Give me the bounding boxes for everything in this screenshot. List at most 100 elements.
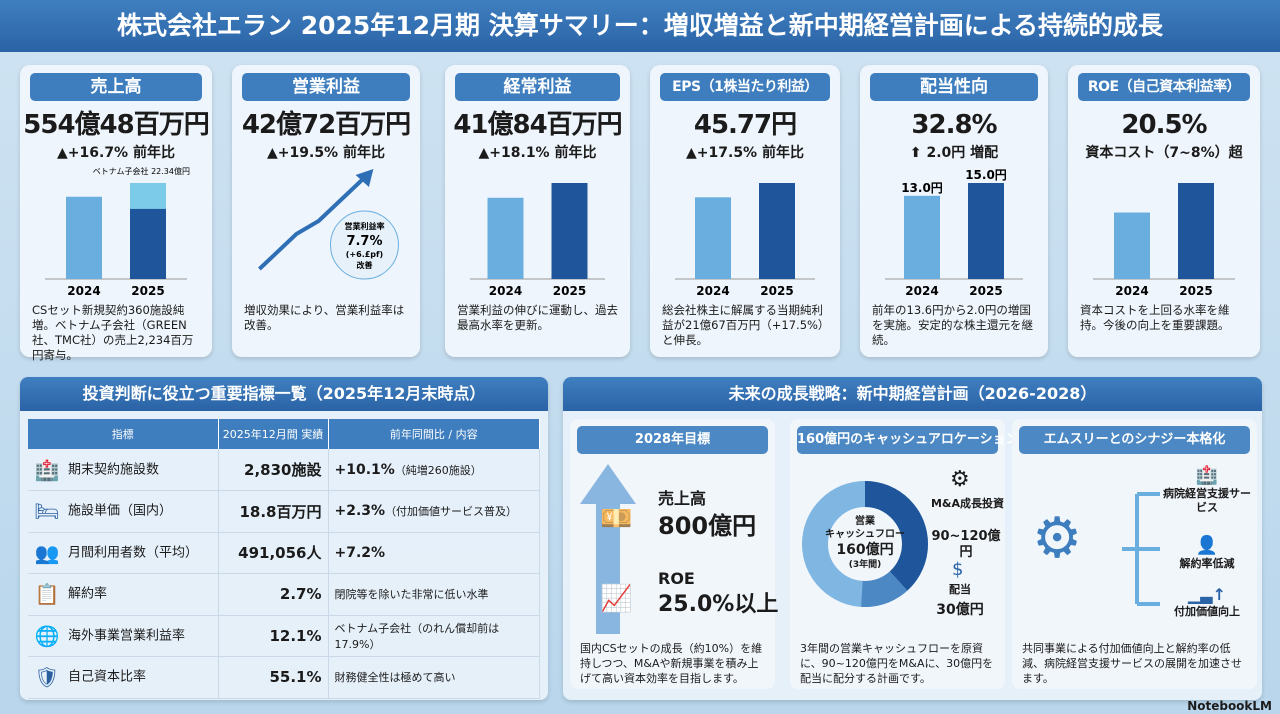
bar-2024 [1114, 212, 1150, 279]
bar-2024 [487, 197, 524, 279]
kpi-chart: 2024 2025 ベトナム子会社 22.34億円 [40, 165, 192, 299]
kpi-desc: CSセット新規契約360施設純増。ベトナム子会社（GREEN社、TMC社）の売上… [32, 303, 194, 362]
sales-target-value: 800億円 [658, 512, 757, 540]
page-title: 株式会社エラン 2025年12月期 決算サマリー：増収増益と新中期経営計画による… [0, 0, 1280, 52]
donut-center-value: 160億円 [836, 542, 894, 558]
indicator-name-cell: 🏥 期末契約施設数 [28, 449, 219, 491]
segment-label: ベトナム子会社 22.34億円 [93, 166, 190, 176]
x-tick-label: 2024 [489, 284, 522, 298]
margin-badge-text: 営業利益率 [344, 221, 384, 231]
col-header: 前年同間比 / 内容 [328, 419, 540, 449]
bar-2024 [66, 196, 102, 279]
indicator-detail-cell: ベトナム子会社（のれん償却前は17.9%） [328, 615, 540, 657]
col-header: 2025年12月間 実績 [218, 419, 329, 449]
donut-center-line: (3年間) [848, 560, 882, 570]
kpi-title: 経常利益 [455, 73, 620, 101]
x-tick-label: 2024 [1115, 284, 1148, 298]
synergy-title: エムスリーとのシナジー本格化 [1019, 426, 1250, 454]
ma-value: 90~120億円 [931, 529, 1001, 560]
indicators-panel: 投資判断に役立つ重要指標一覧（2025年12月末時点） 指標 2025年12月間… [20, 377, 548, 700]
table-row: 🏥 期末契約施設数 2,830施設 +10.1%（純増260施設） [28, 449, 540, 491]
indicator-change: +7.2% [334, 544, 386, 561]
kpi-card: EPS（1株当たり利益） 45.77円 ▲+17.5% 前年比 2024 2025… [650, 65, 840, 357]
roe-target-value: 25.0%以上 [658, 592, 779, 617]
kpi-change: ▲+17.5% 前年比 [686, 145, 804, 161]
clipboard-check-icon: 📋 [34, 582, 60, 607]
donut-center-line: 営業 [855, 516, 875, 527]
trend-line [258, 177, 365, 271]
indicator-detail-cell: +7.2% [328, 532, 540, 574]
dividend-label: 配当 [949, 583, 971, 596]
margin-badge-text: 7.7% [346, 234, 382, 249]
cash-title: 160億円のキャッシュアロケーション [797, 426, 1019, 454]
indicator-name: 期末契約施設数 [68, 462, 160, 477]
synergy-desc: 共同事業による付加価値向上と解約率の低減、病院経営支援サービスの展開を加速させま… [1022, 642, 1242, 685]
donut-ma [802, 481, 928, 607]
person-icon: 👤 [1195, 535, 1219, 556]
cash-card: 160億円のキャッシュアロケーション 営業 キャッシュフロー 160億円 (3年… [790, 419, 1019, 689]
kpi-change: ⬆ 2.0円 増配 [909, 145, 999, 161]
indicator-detail-cell: +2.3%（付加価値サービス普及） [328, 490, 540, 533]
kpi-card: ROE（自己資本利益率） 20.5% 資本コスト（7~8%）超 2024 2025… [1068, 65, 1260, 357]
x-tick-label: 2024 [905, 284, 938, 298]
kpi-value: 41億84百万円 [453, 110, 622, 140]
indicators-table: 指標 2025年12月間 実績 前年同間比 / 内容 🏥 期末契約施設数 2,83… [28, 419, 540, 699]
gears-growth-icon: ⚙ [1032, 506, 1083, 571]
strategy-title: 未来の成長戦略：新中期経営計画（2026-2028） [563, 377, 1262, 411]
synergy-item-label: 解約率低減 [1179, 557, 1235, 570]
indicator-change: +2.3% [334, 503, 386, 520]
indicator-detail: 財務健全性は極めて高い [334, 671, 456, 685]
kpi-value: 42億72百万円 [241, 110, 411, 140]
bar-2025 [551, 183, 588, 279]
cash-desc: 3年間の営業キャッシュフローを原資に、90~120億円をM&Aに、30億円を配当… [800, 642, 994, 685]
indicator-detail-cell: +10.1%（純増260施設） [328, 449, 540, 491]
indicator-detail-cell: 財務健全性は極めて高い [328, 656, 540, 699]
donut-center: 営業 キャッシュフロー 160億円 (3年間) [810, 515, 920, 572]
bar-2025 [968, 183, 1004, 279]
synergy-item: ▁▃↑ 付加価値向上 [1162, 585, 1252, 619]
bar-2024 [904, 195, 940, 279]
bar-2025 [759, 183, 795, 279]
bed-icon: 🛏 [34, 499, 60, 524]
kpi-desc: 増収効果により、営業利益率は改善。 [244, 303, 405, 332]
indicator-name-cell: 👥 月間利用者数（平均） [28, 532, 219, 574]
kpi-card: 営業利益 42億72百万円 ▲+19.5% 前年比 営業利益率 7.7% (+6.£… [232, 65, 420, 357]
branch-arrows-icon [1122, 492, 1160, 606]
indicator-detail: 閉院等を除いた非常に低い水準 [334, 588, 489, 602]
kpi-card: 配当性向 32.8% ⬆ 2.0円 増配 2024 13.0円 2025 15.0円 … [860, 65, 1048, 357]
kpi-change: ▲+18.1% 前年比 [478, 145, 597, 161]
indicator-value: 2,830施設 [218, 449, 329, 491]
table-row: 🛏 施設単価（国内） 18.8百万円 +2.3%（付加価値サービス普及） [28, 490, 540, 533]
synergy-item: 🏥 病院経営支援サービス [1162, 465, 1252, 515]
target-card: 2028年目標 💴 📈 売上高 800億円 ROE 25.0%以上 国内CSセッ… [570, 419, 779, 689]
table-row: 🌐 海外事業営業利益率 12.1% ベトナム子会社（のれん償却前は17.9%） [28, 615, 540, 657]
data-label: 15.0円 [965, 168, 1007, 182]
kpi-change: ▲+16.7% 前年比 [57, 145, 175, 161]
x-tick-label: 2024 [67, 284, 100, 298]
hand-coin-icon: $ [952, 559, 964, 580]
kpi-title: EPS（1株当たり利益） [660, 73, 830, 101]
kpi-desc: 前年の13.6円から2.0円の増国を実施。安定的な株主還元を継続。 [872, 303, 1033, 347]
hospital-icon: 🏥 [34, 457, 60, 482]
up-arrow-icon [580, 464, 636, 634]
table-row: 📋 解約率 2.7% 閉院等を除いた非常に低い水準 [28, 573, 540, 616]
col-header: 指標 [28, 419, 219, 449]
kpi-desc: 営業利益の伸びに運動し、過去最高水率を更新。 [457, 303, 618, 332]
margin-badge-text: 改善 [356, 260, 372, 270]
kpi-chart: 2024 13.0円 2025 15.0円 [880, 165, 1028, 299]
x-tick-label: 2025 [969, 284, 1002, 298]
donut-center-line: キャッシュフロー [825, 529, 905, 540]
kpi-value: 20.5% [1121, 110, 1207, 140]
kpi-card: 売上高 554億48百万円 ▲+16.7% 前年比 2024 2025 ベトナム子会… [20, 65, 212, 362]
indicator-name-cell: 🛡 自己資本比率 [28, 656, 219, 699]
bar-segment-vietnam [130, 183, 166, 209]
x-tick-label: 2025 [131, 284, 164, 298]
indicator-name: 解約率 [68, 586, 108, 602]
target-title: 2028年目標 [577, 426, 768, 454]
kpi-chart: 営業利益率 7.7% (+6.£pf) 改善 [252, 165, 400, 299]
synergy-card: エムスリーとのシナジー本格化 ⚙ 🏥 病院経営支援サービス 👤 解約率低減 ▁▃↑ 付… [1012, 419, 1257, 689]
shield-dollar-icon: 🛡 [34, 665, 60, 690]
chart-up-icon: 📈 [600, 584, 633, 614]
dividend-value: 30億円 [936, 602, 984, 618]
kpi-title: 営業利益 [242, 73, 410, 101]
